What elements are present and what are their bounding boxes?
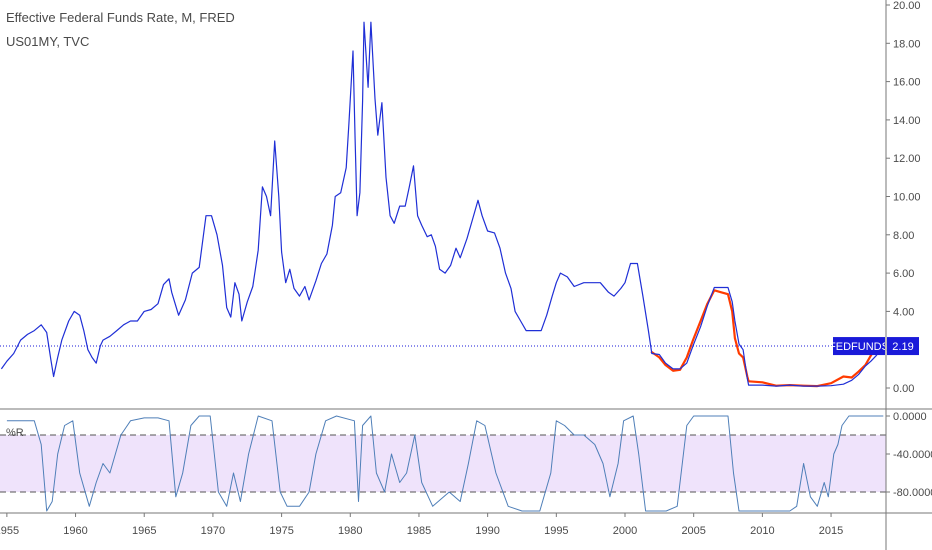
x-tick-label: 1960	[63, 525, 87, 537]
indicator-tick-label: 0.0000	[893, 411, 927, 423]
x-tick-label: 1965	[132, 525, 156, 537]
y-tick-label: 4.00	[893, 306, 914, 318]
series-line-%r	[6, 415, 884, 512]
indicator-band	[0, 435, 886, 492]
x-tick-label: 2000	[613, 525, 637, 537]
indicator-tick-label: -80.0000	[893, 487, 932, 499]
x-tick-label: 2015	[819, 525, 843, 537]
indicator-label: %R	[6, 427, 24, 439]
x-tick-label: 2010	[750, 525, 774, 537]
y-tick-label: 10.00	[893, 192, 921, 204]
y-tick-label: 12.00	[893, 153, 921, 165]
price-tag-symbol-box	[833, 337, 885, 356]
chart-title: Effective Federal Funds Rate, M, FRED	[6, 10, 235, 25]
price-tag-value: 2.19	[892, 341, 913, 353]
y-tick-label: 8.00	[893, 230, 914, 242]
y-tick-label: 20.00	[893, 0, 921, 12]
series-line-us01my	[650, 289, 884, 388]
compare-symbol-label: US01MY, TVC	[6, 34, 90, 49]
x-tick-label: 1990	[475, 525, 499, 537]
x-tick-label: 2005	[681, 525, 705, 537]
x-tick-label: 1980	[338, 525, 362, 537]
price-tag-symbol: FEDFUNDS	[829, 341, 889, 353]
main-price-pane: 0.002.004.006.008.0010.0012.0014.0016.00…	[0, 0, 932, 410]
y-tick-label: 16.00	[893, 77, 921, 89]
y-tick-label: 6.00	[893, 268, 914, 280]
x-tick-label: 1995	[544, 525, 568, 537]
y-tick-label: 14.00	[893, 115, 921, 127]
x-tick-label: 1985	[407, 525, 431, 537]
y-tick-label: 18.00	[893, 38, 921, 50]
x-tick-label: 1975	[269, 525, 293, 537]
williams-r-pane: %R 0.0000 -40.0000 -80.0000	[0, 411, 932, 512]
x-tick-label: 1955	[0, 525, 19, 537]
indicator-tick-label: -40.0000	[893, 449, 932, 461]
price-tag-value-box	[887, 337, 919, 356]
x-tick-label: 1970	[201, 525, 225, 537]
series-line-fedfunds	[0, 21, 884, 387]
y-tick-label: 0.00	[893, 383, 914, 395]
